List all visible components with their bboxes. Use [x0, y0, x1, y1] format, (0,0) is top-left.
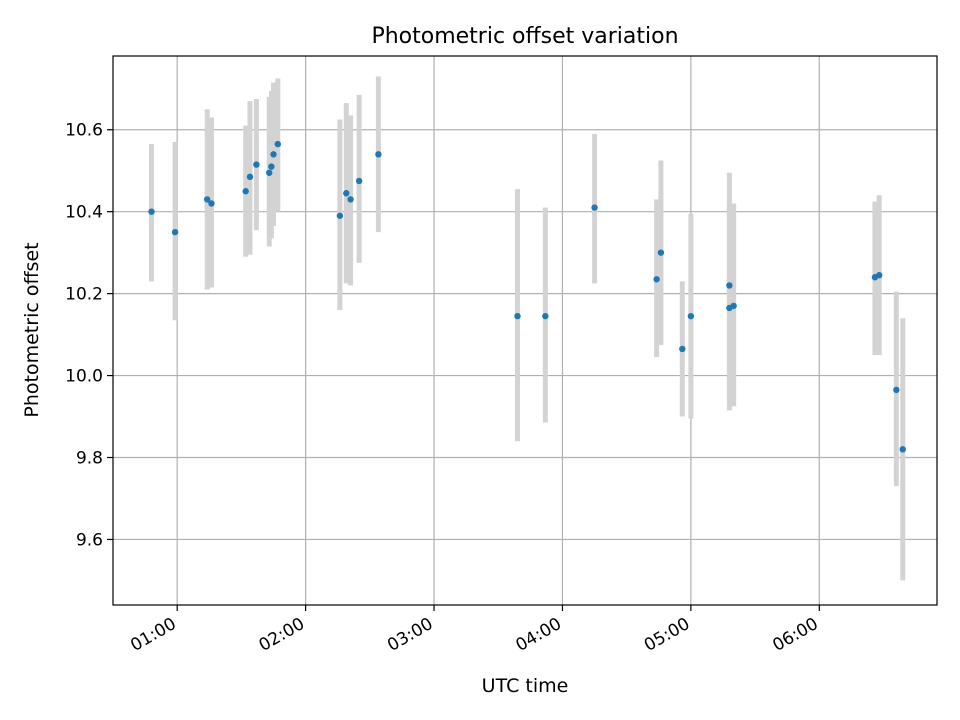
data-point	[171, 228, 179, 236]
data-point	[355, 177, 363, 185]
data-point	[542, 312, 549, 320]
data-point	[657, 249, 665, 256]
y-tick-label: 10.6	[65, 121, 103, 141]
data-point	[343, 190, 350, 197]
x-axis-ticks: 01:00 02:00 03:00 04:00 05:00 06:00	[127, 605, 822, 656]
data-points	[148, 140, 906, 453]
y-tick-label: 9.8	[76, 449, 103, 469]
x-tick-label: 05:00	[641, 614, 693, 656]
data-point	[653, 276, 660, 283]
x-tick-label: 02:00	[256, 614, 308, 656]
data-point	[375, 151, 382, 158]
data-point	[726, 282, 733, 289]
y-axis-label: Photometric offset	[21, 242, 43, 417]
y-tick-label: 9.6	[76, 530, 103, 550]
data-point	[208, 200, 215, 207]
data-point	[246, 173, 254, 181]
data-point	[242, 188, 249, 195]
grid	[113, 56, 937, 605]
data-point	[274, 140, 281, 148]
data-point	[687, 312, 695, 320]
data-point	[899, 446, 906, 453]
data-point	[514, 312, 521, 320]
data-point	[148, 208, 155, 215]
data-point	[730, 302, 737, 310]
x-tick-label: 01:00	[127, 614, 179, 656]
x-axis-label: UTC time	[482, 675, 569, 697]
data-point	[203, 196, 211, 203]
data-point	[591, 204, 598, 211]
data-point	[270, 151, 277, 158]
y-axis-ticks: 9.6 9.8 10.0 10.2 10.4 10.6	[65, 121, 113, 550]
data-point	[336, 212, 344, 219]
data-point	[876, 271, 883, 279]
data-point	[679, 345, 686, 353]
plot-frame	[112, 55, 938, 606]
x-tick-label: 03:00	[384, 614, 436, 656]
x-tick-label: 06:00	[769, 614, 821, 656]
data-point	[266, 169, 273, 176]
y-tick-label: 10.0	[65, 367, 103, 387]
data-point	[268, 163, 275, 170]
data-point	[253, 161, 260, 168]
data-point	[347, 196, 354, 203]
error-bars	[149, 76, 906, 581]
x-tick-label: 04:00	[513, 614, 565, 656]
chart-title: Photometric offset variation	[371, 24, 678, 49]
data-point	[893, 386, 900, 394]
y-tick-label: 10.4	[65, 203, 103, 223]
y-tick-label: 10.2	[65, 285, 103, 305]
